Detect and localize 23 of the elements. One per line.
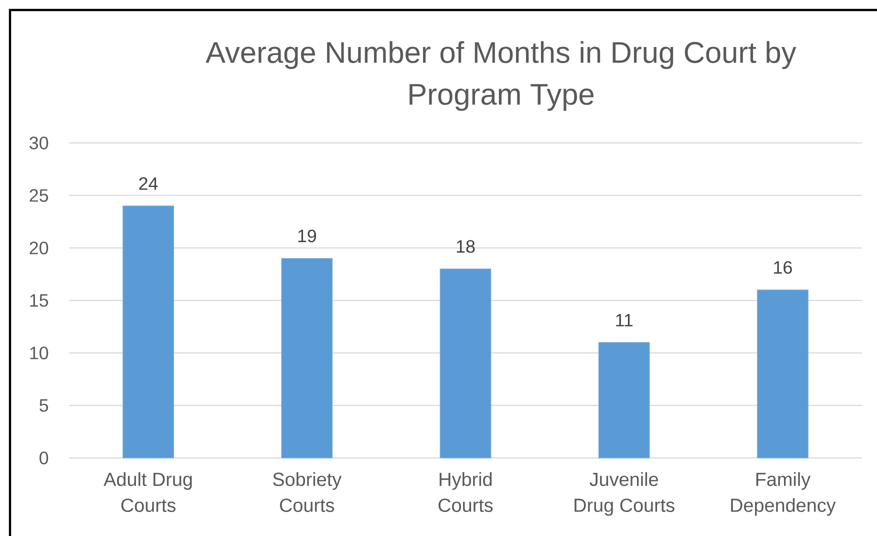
data-label: 16: [774, 261, 792, 274]
chart-title: Average Number of Months in Drug Court by Program Type: [206, 41, 796, 111]
x-tick-label: Hybrid Courts: [438, 472, 493, 512]
bar: [440, 268, 492, 458]
y-tick-label: 20: [30, 242, 48, 254]
y-tick-label: 25: [30, 189, 48, 202]
data-label: 19: [298, 230, 316, 242]
data-label: 11: [616, 314, 633, 326]
y-tick-label: 0: [40, 452, 48, 464]
y-tick-label: 30: [30, 136, 48, 150]
x-tick-label: Adult Drug Courts: [104, 472, 192, 512]
y-tick-label: 10: [30, 346, 48, 360]
y-tick-label: 5: [40, 399, 48, 412]
y-tick-label: 15: [30, 294, 48, 307]
bar: [122, 206, 174, 458]
data-label: 18: [456, 240, 475, 253]
bar: [598, 342, 650, 458]
x-tick-label: Juvenile Drug Courts: [574, 472, 674, 516]
bar: [281, 258, 333, 458]
x-tick-label: Sobriety Courts: [273, 472, 342, 512]
x-tick-label: Family Dependency: [731, 472, 836, 516]
bar: [757, 290, 808, 458]
data-label: 24: [139, 177, 158, 190]
